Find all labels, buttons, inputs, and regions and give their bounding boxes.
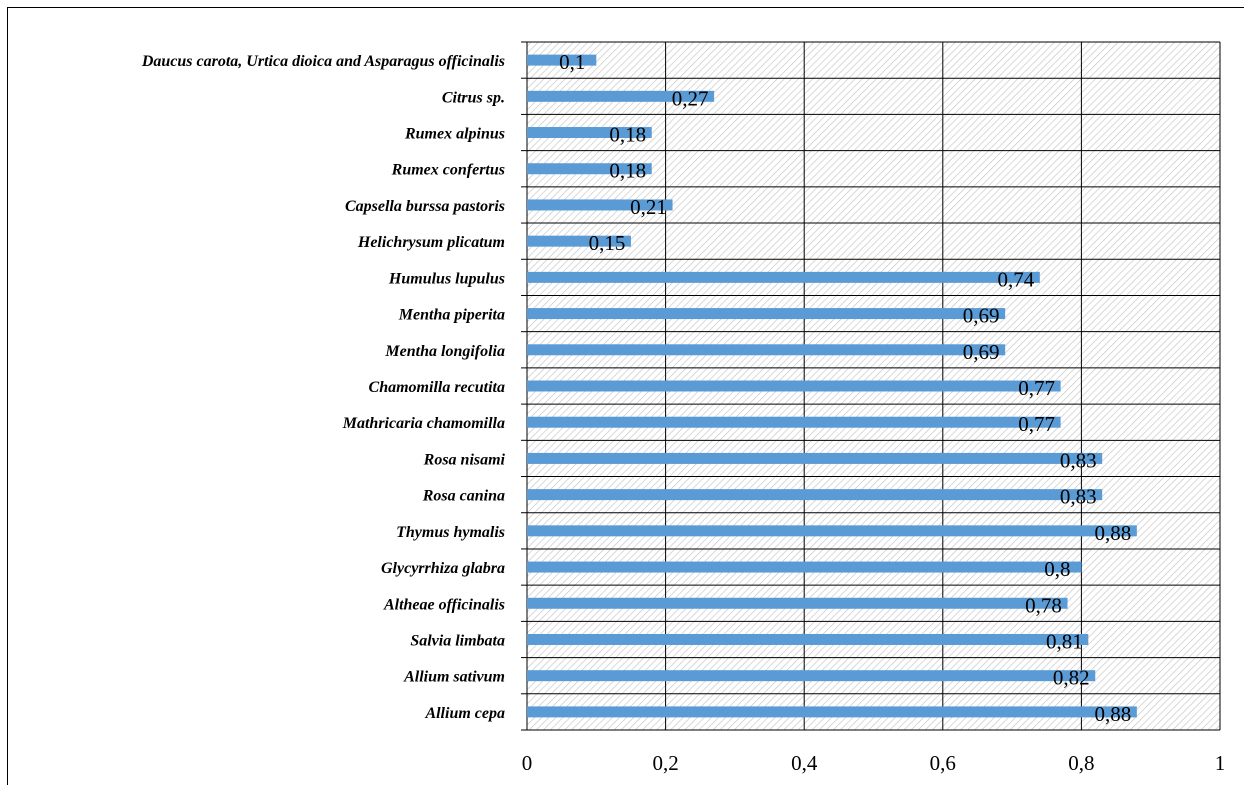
category-label: Citrus sp.	[442, 89, 505, 106]
data-label: 0,74	[997, 267, 1034, 291]
bar	[527, 670, 1096, 682]
data-label: 0,27	[672, 86, 709, 110]
category-label: Chamomilla recutita	[369, 379, 505, 396]
category-label: Daucus carota, Urtica dioica and Asparag…	[141, 53, 505, 70]
data-label: 0,81	[1046, 629, 1083, 653]
data-label: 0,77	[1018, 412, 1055, 436]
data-label: 0,18	[609, 123, 646, 147]
bar	[527, 127, 652, 139]
bar	[527, 416, 1061, 428]
category-label: Allium sativum	[403, 669, 505, 686]
x-tick-labels: 0 0,2 0,4 0,6 0,8 1	[522, 751, 1226, 775]
data-label: 0,88	[1094, 521, 1131, 545]
category-label: Capsella burssa pastoris	[345, 198, 505, 215]
x-tick-label: 0,8	[1068, 751, 1094, 775]
category-label: Altheae officinalis	[383, 596, 505, 613]
x-tick-label: 0,2	[652, 751, 678, 775]
data-label: 0,82	[1053, 666, 1090, 690]
bar	[527, 271, 1040, 283]
bar	[527, 308, 1006, 320]
bar	[527, 54, 597, 66]
bar	[527, 452, 1103, 464]
bar	[527, 489, 1103, 501]
data-label: 0,1	[559, 50, 585, 74]
data-label: 0,15	[589, 231, 626, 255]
x-tick-label: 0,6	[930, 751, 956, 775]
gridlines	[521, 41, 1221, 731]
bar	[527, 90, 715, 102]
data-label: 0,83	[1060, 448, 1097, 472]
category-label: Thymus hymalis	[396, 524, 505, 541]
category-label: Rumex confertus	[391, 162, 505, 179]
data-label: 0,69	[963, 304, 1000, 328]
data-label: 0,18	[609, 159, 646, 183]
category-label: Glycyrrhiza glabra	[381, 560, 505, 577]
data-label: 0,8	[1044, 557, 1070, 581]
data-label: 0,78	[1025, 593, 1062, 617]
data-label: 0,83	[1060, 485, 1097, 509]
category-label: Humulus lupulus	[388, 270, 505, 287]
bar	[527, 235, 631, 247]
chart-frame	[7, 7, 1244, 785]
category-label: Mentha piperita	[398, 307, 505, 324]
category-label: Mathricaria chamomilla	[342, 415, 505, 432]
bar	[527, 380, 1061, 392]
category-label: Rosa nisami	[423, 451, 506, 468]
category-labels: Daucus carota, Urtica dioica and Asparag…	[141, 53, 506, 722]
bars	[527, 54, 1137, 718]
data-label: 0,77	[1018, 376, 1055, 400]
category-label: Helichrysum plicatum	[357, 234, 505, 251]
data-label: 0,69	[963, 340, 1000, 364]
category-label: Rosa canina	[422, 488, 505, 505]
bar	[527, 199, 673, 211]
bar	[527, 597, 1068, 609]
category-label: Salvia limbata	[410, 632, 505, 649]
x-tick-label: 0	[522, 751, 533, 775]
category-label: Allium cepa	[424, 705, 505, 722]
bar	[527, 525, 1137, 537]
bar	[527, 163, 652, 175]
data-labels: 0,10,270,180,180,210,150,740,690,690,770…	[559, 50, 1131, 726]
bar	[527, 706, 1137, 718]
category-label: Rumex alpinus	[404, 126, 505, 143]
data-label: 0,88	[1094, 702, 1131, 726]
data-label: 0,21	[630, 195, 667, 219]
category-label: Mentha longifolia	[384, 343, 505, 360]
x-tick-label: 0,4	[791, 751, 818, 775]
bar	[527, 633, 1089, 645]
x-tick-label: 1	[1215, 751, 1226, 775]
bar	[527, 561, 1082, 573]
bar	[527, 344, 1006, 356]
